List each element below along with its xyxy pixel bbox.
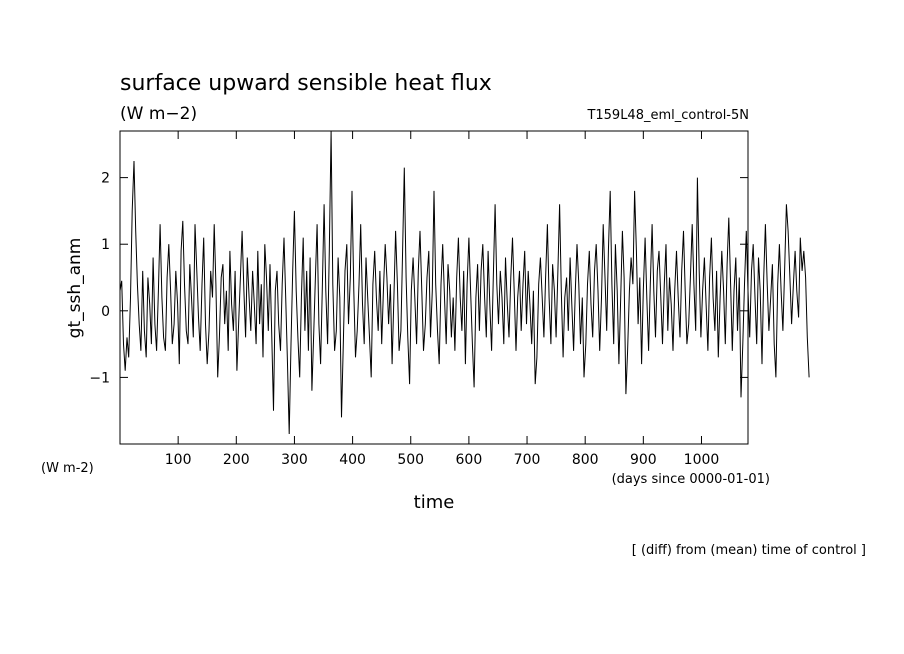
y-tick-label: 2 (101, 171, 110, 187)
y-axis: −1 0 1 2 (89, 171, 748, 386)
chart-title: surface upward sensible heat flux (120, 71, 492, 96)
x-tick-label: 800 (572, 452, 599, 468)
y-axis-label: gt_ssh_anm (65, 238, 85, 339)
x-tick-label: 200 (223, 452, 250, 468)
x-tick-label: 600 (456, 452, 483, 468)
x-tick-label: 100 (165, 452, 192, 468)
series-line (119, 130, 810, 435)
y-tick-label: 1 (101, 237, 110, 253)
x-tick-label: 1000 (684, 452, 720, 468)
x-tick-label: 700 (514, 452, 541, 468)
x-tick-label: 500 (397, 452, 424, 468)
chart-units-label: (W m−2) (120, 104, 197, 124)
y-axis-units: (W m-2) (41, 461, 94, 476)
x-tick-label: 300 (281, 452, 308, 468)
y-tick-label: 0 (101, 304, 110, 320)
x-tick-label: 400 (339, 452, 366, 468)
x-axis-units: (days since 0000-01-01) (612, 472, 770, 487)
x-axis-label: time (414, 492, 455, 513)
x-tick-label: 900 (630, 452, 657, 468)
run-label: T159L48_eml_control-5N (586, 108, 749, 123)
plot-area: −1 0 1 2 100 200 300 400 500 600 700 800 900 1000 (89, 130, 810, 468)
footnote: [ (diff) from (mean) time of control ] (632, 543, 866, 558)
y-tick-label: −1 (89, 370, 110, 386)
x-axis: 100 200 300 400 500 600 700 800 900 1000 (165, 131, 720, 468)
